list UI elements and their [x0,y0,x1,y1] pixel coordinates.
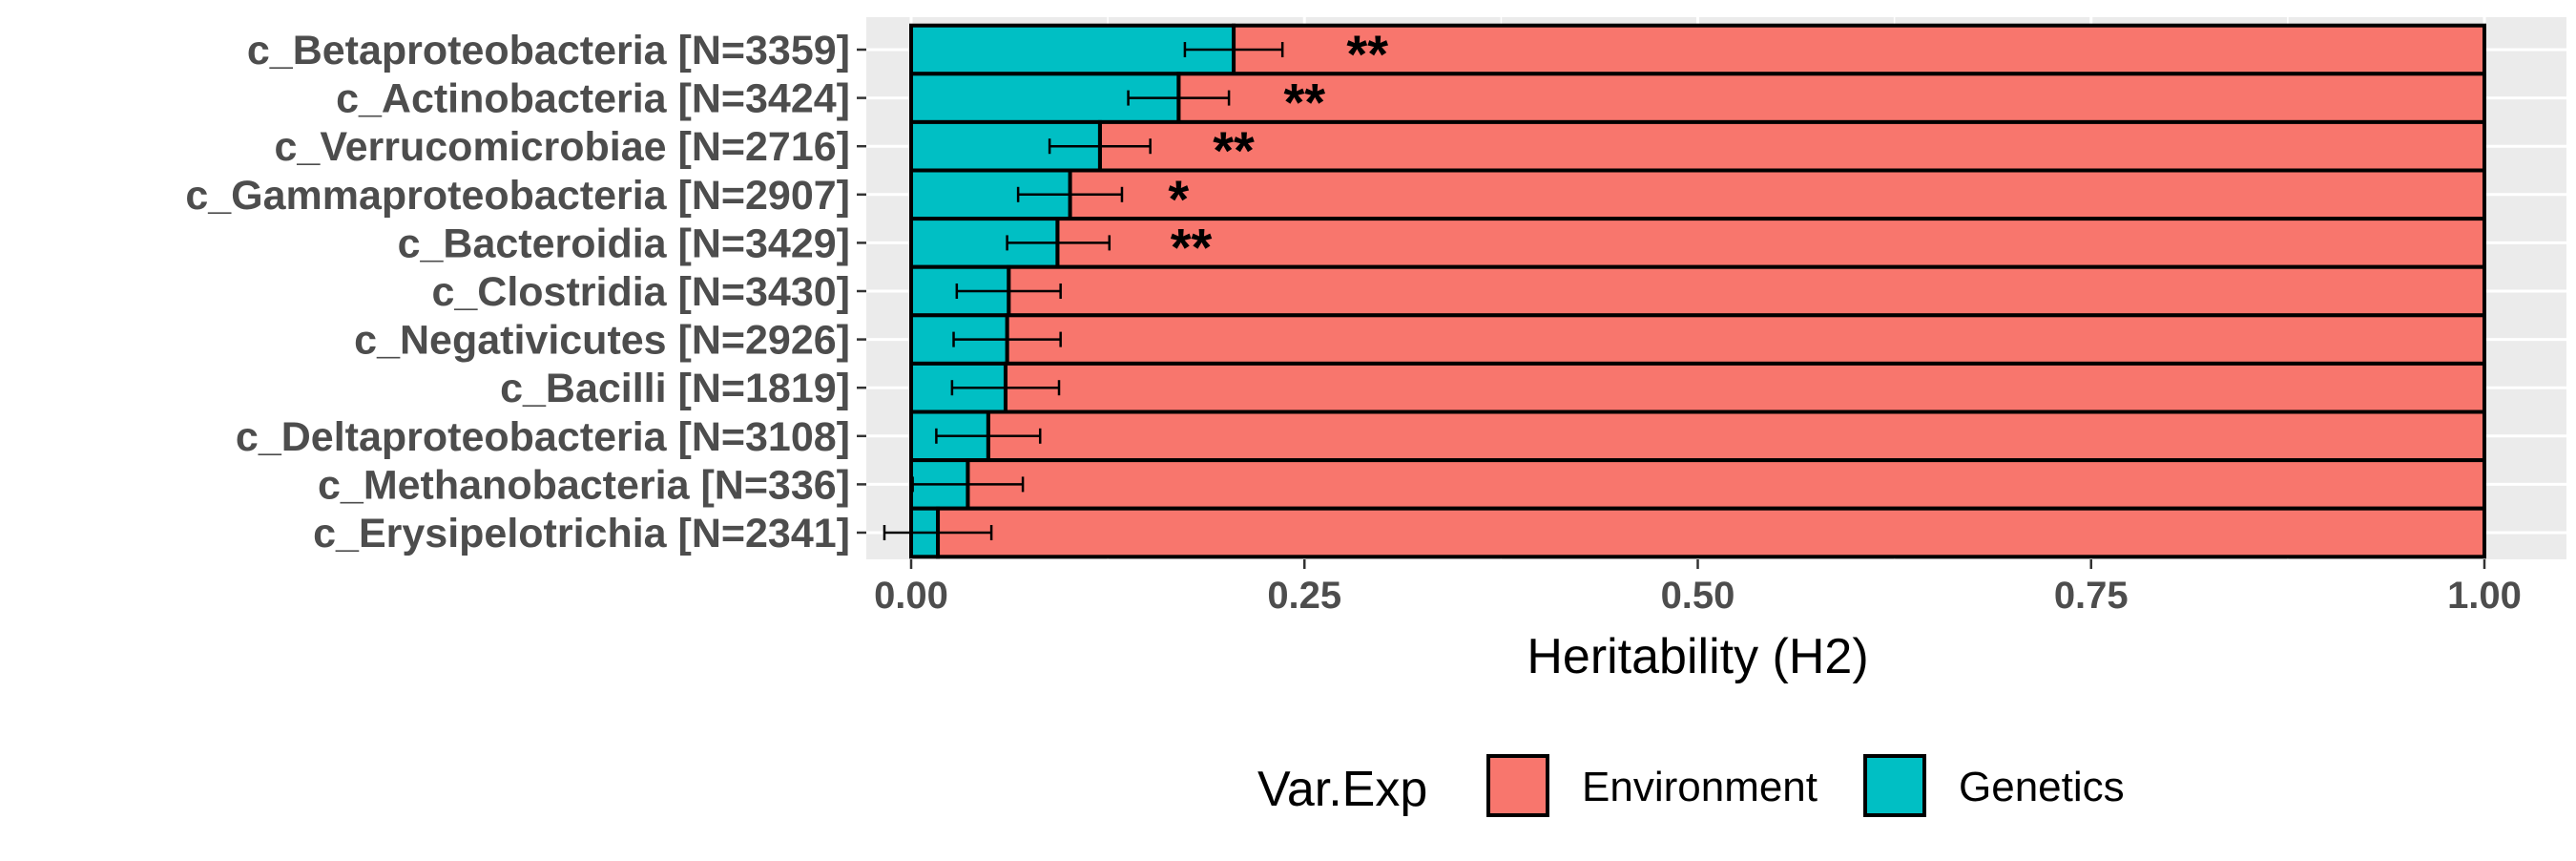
bar-environment [986,410,2486,463]
category-label: c_Negativicutes [N=2926] [354,318,850,364]
bar-environment [1068,168,2486,221]
x-tick-label: 0.00 [874,575,948,617]
significance-label: * [1168,169,1189,229]
bars [909,23,2487,559]
category-label: c_Methanobacteria [N=336] [318,462,850,508]
legend-label-environment: Environment [1582,764,1818,810]
bar-environment [1055,217,2486,269]
bar-environment [1005,313,2486,366]
significance-label: ** [1171,217,1213,277]
legend-title: Var.Exp [1257,762,1427,817]
bar-environment [966,458,2486,511]
bar-environment [936,506,2487,559]
significance-label: ** [1346,24,1388,84]
legend-key-environment [1486,754,1549,817]
significance-label: ** [1213,120,1255,180]
category-label: c_Bacilli [N=1819] [500,366,850,411]
bar-genetics [909,23,1236,76]
legend-label-genetics: Genetics [1959,764,2125,810]
y-axis: c_Betaproteobacteria [N=3359]c_Actinobac… [185,28,866,556]
significance-label: ** [1283,73,1325,133]
bar-environment [1003,361,2486,414]
x-tick-label: 0.50 [1661,575,1735,617]
category-label: c_Erysipelotrichia [N=2341] [313,511,850,556]
legend: Var.Exp Environment Genetics [1257,754,2125,817]
x-tick-label: 0.75 [2054,575,2129,617]
x-axis: 0.00 0.25 0.50 0.75 1.00 Heritability (H2) [874,559,2522,684]
category-label: c_Deltaproteobacteria [N=3108] [236,414,850,460]
bar-environment [1007,264,2486,318]
error-bars [883,42,1284,540]
bar-environment [1232,23,2486,76]
bar-genetics [909,72,1181,124]
bar-environment [1097,119,2486,173]
x-tick-label: 1.00 [2447,575,2522,617]
legend-key-genetics [1863,754,1926,817]
x-tick-label: 0.25 [1267,575,1341,617]
significance-labels: ********* [1168,24,1388,277]
category-label: c_Actinobacteria [N=3424] [336,76,850,122]
category-label: c_Clostridia [N=3430] [431,269,850,315]
category-label: c_Bacteroidia [N=3429] [398,220,850,266]
category-label: c_Betaproteobacteria [N=3359] [247,28,850,74]
category-label: c_Gammaproteobacteria [N=2907] [185,173,850,219]
category-label: c_Verrucomicrobiae [N=2716] [274,124,850,170]
x-axis-title: Heritability (H2) [1527,629,1868,684]
